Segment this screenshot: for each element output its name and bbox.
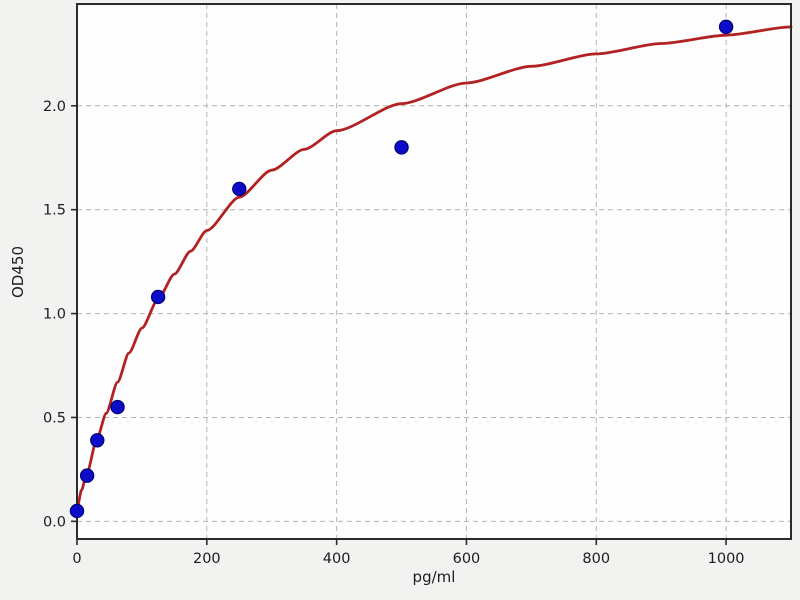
plot-area bbox=[77, 4, 791, 539]
axes-spines bbox=[76, 3, 792, 540]
data-point bbox=[394, 140, 409, 155]
x-tick-label: 0 bbox=[72, 551, 81, 567]
data-point bbox=[110, 399, 125, 415]
data-point bbox=[90, 433, 105, 448]
data-point bbox=[69, 503, 85, 519]
y-tick-label: 0.0 bbox=[43, 514, 66, 530]
y-tick-label: 0.5 bbox=[43, 410, 66, 426]
data-point bbox=[718, 19, 734, 35]
data-point bbox=[150, 289, 166, 305]
x-tick-label: 1000 bbox=[708, 551, 745, 567]
x-tick-label: 800 bbox=[582, 551, 610, 567]
fit-curve-line bbox=[75, 25, 793, 511]
data-point bbox=[79, 468, 95, 483]
y-tick-label: 1.0 bbox=[43, 307, 66, 323]
y-tick-label: 2.0 bbox=[43, 99, 66, 115]
x-tick-label: 200 bbox=[193, 551, 221, 567]
data-point bbox=[232, 181, 247, 197]
y-tick-label: 1.5 bbox=[43, 203, 66, 219]
x-tick-label: 400 bbox=[323, 551, 351, 567]
x-tick-label: 600 bbox=[453, 551, 481, 567]
